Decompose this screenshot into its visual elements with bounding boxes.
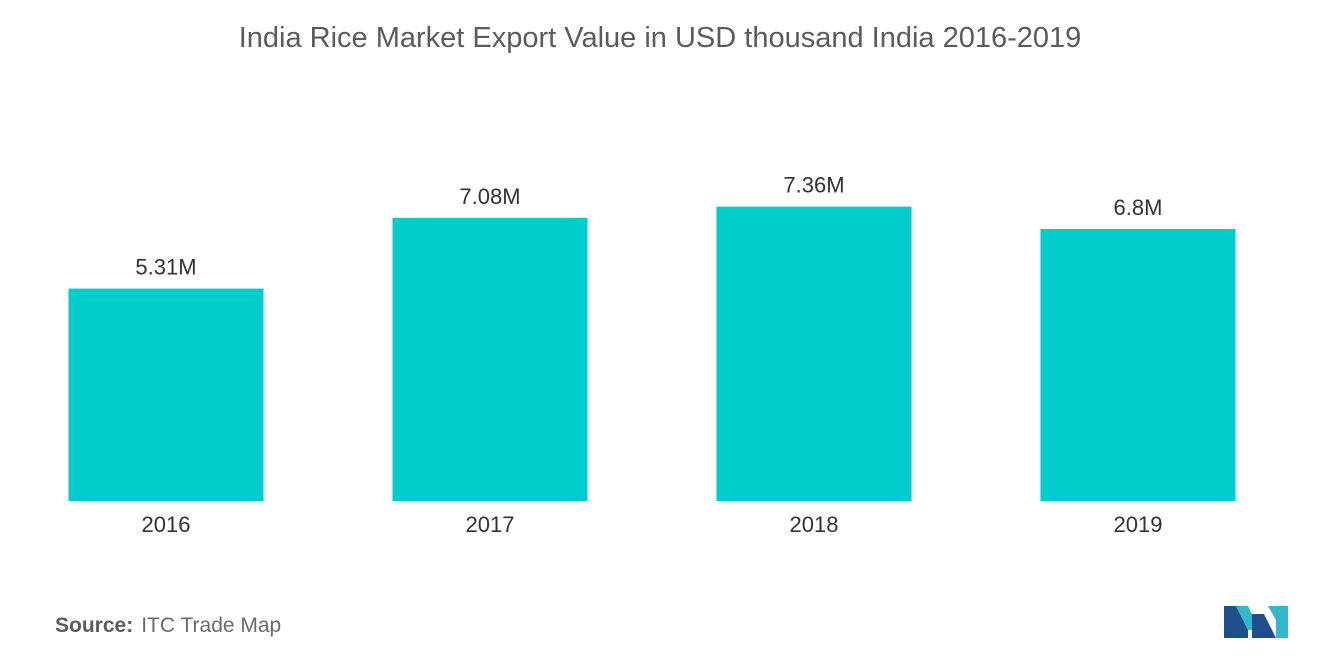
bar-2018 [716,206,912,501]
x-tick-2018: 2018 [790,512,839,537]
value-label-2019: 6.8M [1114,195,1163,220]
value-label-2016: 5.31M [135,255,196,280]
x-tick-2017: 2017 [466,512,515,537]
source-label: Source: [55,614,134,637]
x-tick-2019: 2019 [1114,512,1163,537]
value-label-2017: 7.08M [459,184,520,209]
bar-chart: 5.31M 7.08M 7.36M 6.8M 2016 2017 2018 2019 [68,173,1236,537]
bar-2017 [392,217,588,502]
x-tick-2016: 2016 [142,512,191,537]
chart-title: India Rice Market Export Value in USD th… [238,22,1082,54]
bars-group [68,206,1236,502]
source-text: ITC Trade Map [141,614,282,637]
source-note: Source: ITC Trade Map [55,614,281,638]
x-tick-labels-group: 2016 2017 2018 2019 [142,512,1163,537]
value-label-2018: 7.36M [783,173,844,198]
mordor-logo-icon [1224,606,1288,638]
bar-2016 [68,288,264,501]
bar-2019 [1040,229,1236,501]
value-labels-group: 5.31M 7.08M 7.36M 6.8M [135,173,1162,280]
